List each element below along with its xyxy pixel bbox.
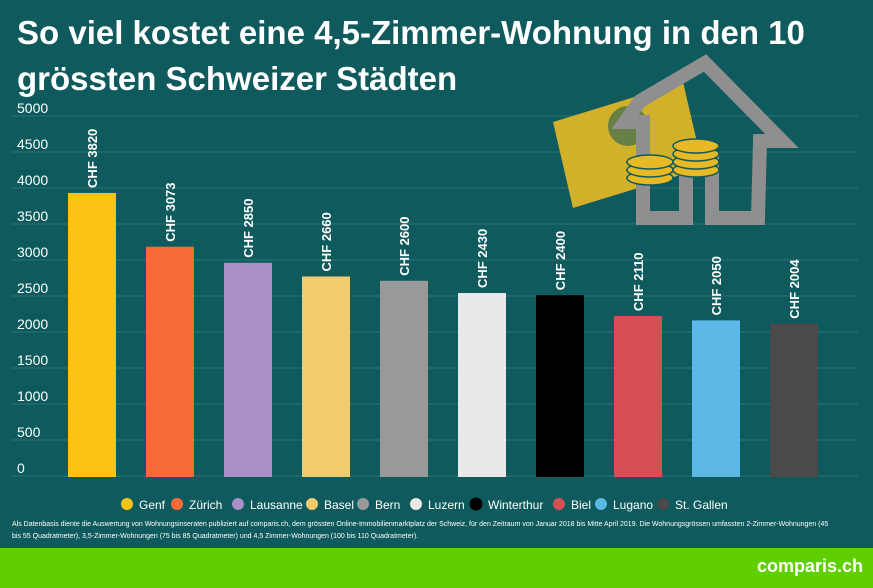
- data-label: CHF 2660: [319, 212, 334, 271]
- y-tick-label: 1000: [17, 388, 48, 404]
- data-label: CHF 2050: [709, 256, 724, 315]
- bar: [614, 316, 662, 477]
- y-tick-label: 1500: [17, 352, 48, 368]
- bar: [458, 293, 506, 477]
- y-tick-label: 2500: [17, 280, 48, 296]
- data-label: CHF 3820: [85, 129, 100, 188]
- y-tick-label: 3500: [17, 208, 48, 224]
- bar: [380, 280, 428, 477]
- bar: [770, 323, 818, 477]
- legend-label: Luzern: [428, 498, 465, 512]
- bar: [224, 262, 272, 477]
- bar: [536, 295, 584, 477]
- data-label: CHF 3073: [163, 182, 178, 241]
- legend-label: Winterthur: [488, 498, 543, 512]
- bar: [302, 276, 350, 477]
- y-axis: 0 500 1000 1500 2000 2500 3000 3500 4000 4500 5000: [17, 100, 48, 476]
- bar: [692, 320, 740, 477]
- legend: Genf Zürich Lausanne Basel Bern Luzern Wintert…: [121, 497, 728, 512]
- legend-swatch: [232, 498, 244, 510]
- legend-swatch: [595, 498, 607, 510]
- bar: [68, 192, 116, 477]
- y-tick-label: 4000: [17, 172, 48, 188]
- legend-swatch: [410, 498, 422, 510]
- comparis-logo: comparis.ch: [756, 556, 863, 576]
- legend-swatch: [553, 498, 565, 510]
- data-label: CHF 2600: [397, 217, 412, 276]
- legend-label: Bern: [375, 498, 400, 512]
- legend-label: Biel: [571, 498, 591, 512]
- legend-label: Lugano: [613, 498, 653, 512]
- legend-swatch: [657, 498, 669, 510]
- legend-swatch: [306, 498, 318, 510]
- house-money-illustration: [553, 54, 799, 225]
- data-label: CHF 2430: [475, 229, 490, 288]
- y-tick-label: 4500: [17, 136, 48, 152]
- coin-stack-icon: [626, 138, 720, 186]
- legend-label: Genf: [139, 498, 166, 512]
- legend-swatch: [357, 498, 369, 510]
- y-tick-label: 2000: [17, 316, 48, 332]
- legend-label: St. Gallen: [675, 498, 728, 512]
- legend-swatch: [121, 498, 133, 510]
- data-labels: CHF 3820 CHF 3073 CHF 2850 CHF 2660 CHF 2600…: [85, 129, 802, 319]
- legend-label: Lausanne: [250, 498, 303, 512]
- legend-label: Zürich: [189, 498, 222, 512]
- y-tick-label: 3000: [17, 244, 48, 260]
- footer-bar: [0, 548, 873, 588]
- bar: [146, 246, 194, 477]
- legend-swatch: [469, 497, 483, 511]
- y-tick-label: 5000: [17, 100, 48, 116]
- data-label: CHF 2850: [241, 199, 256, 258]
- y-tick-label: 500: [17, 424, 41, 440]
- bars: [68, 192, 818, 477]
- legend-swatch: [171, 498, 183, 510]
- data-label: CHF 2400: [553, 231, 568, 290]
- y-tick-label: 0: [17, 460, 25, 476]
- data-label: CHF 2110: [631, 253, 646, 312]
- footnote: Als Datenbasis diente die Auswertung von…: [12, 521, 829, 540]
- page-title: So viel kostet eine 4,5-Zimmer-Wohnung i…: [17, 14, 805, 97]
- legend-label: Basel: [324, 498, 354, 512]
- data-label: CHF 2004: [787, 259, 802, 319]
